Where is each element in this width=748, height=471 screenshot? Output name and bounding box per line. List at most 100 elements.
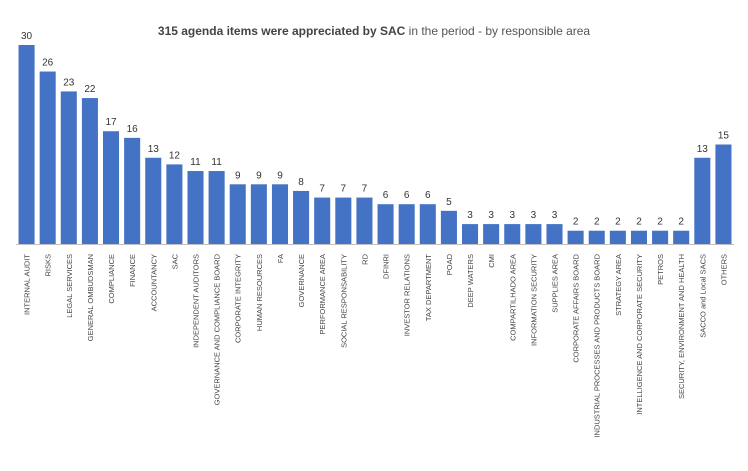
bar xyxy=(673,230,690,244)
chart-title-bold: 315 agenda items were appreciated by SAC xyxy=(157,24,406,38)
bar-value-label: 7 xyxy=(341,184,347,195)
bar xyxy=(60,91,77,245)
bar xyxy=(609,230,626,244)
category-label: POAD xyxy=(445,253,454,275)
bar-value-label: 22 xyxy=(84,84,96,95)
bar xyxy=(208,171,225,244)
category-labels-group: INTERNAL AUDIT RISKS LEGAL SERVICES GENERAL… xyxy=(23,253,729,437)
category-label: INDUSTRIAL PROCESSES AND PRODUCTS BOARD xyxy=(593,253,602,437)
bar-value-label: 2 xyxy=(636,217,642,228)
category-label: INVESTOR RELATIONS xyxy=(403,254,412,336)
bar-value-label: 13 xyxy=(148,144,160,155)
bar xyxy=(652,230,669,244)
bar xyxy=(588,230,605,244)
category-label: INTELLIGENCE AND CORPORATE SECURITY xyxy=(635,254,644,415)
bar xyxy=(715,144,732,244)
category-label: COMPLIANCE xyxy=(107,254,116,304)
category-label: PETROS xyxy=(656,254,665,285)
category-label: GOVERNANCE AND COMPLIANCE BOARD xyxy=(213,253,222,405)
category-label: TAX DEPARTMENT xyxy=(424,254,433,322)
bar xyxy=(483,224,500,244)
bar xyxy=(124,137,141,244)
bar-value-label: 9 xyxy=(235,170,241,181)
bar xyxy=(567,230,584,244)
bar-value-label: 6 xyxy=(425,190,431,201)
chart-title-rest: in the period - by responsible area xyxy=(405,24,591,38)
category-label: DFINRI xyxy=(382,254,391,279)
category-label: INTERNAL AUDIT xyxy=(23,254,32,315)
bar-value-label: 6 xyxy=(404,190,410,201)
category-label: GENERAL OMBUDSMAN xyxy=(86,254,95,341)
category-label: CMI xyxy=(487,254,496,268)
bar xyxy=(250,184,267,244)
bar xyxy=(398,204,415,244)
bar xyxy=(377,204,394,244)
bar-value-label: 17 xyxy=(105,117,117,128)
bar xyxy=(81,98,98,244)
category-label: INDEPENDENT AUDITORS xyxy=(192,254,201,348)
bar-value-label: 7 xyxy=(319,184,325,195)
category-label: SECURITY, ENVIRONMENT AND HEALTH xyxy=(677,254,686,399)
bar xyxy=(356,197,373,244)
bar-value-label: 15 xyxy=(718,131,730,142)
bar xyxy=(419,204,436,244)
bar-value-label: 3 xyxy=(531,210,537,221)
bar xyxy=(18,45,35,244)
bar xyxy=(694,157,711,244)
bar xyxy=(335,197,352,244)
bar xyxy=(504,224,521,244)
category-label: SAC xyxy=(170,253,179,269)
category-label: RD xyxy=(360,253,369,264)
bar xyxy=(229,184,246,244)
bar xyxy=(166,164,183,244)
category-label: LEGAL SERVICES xyxy=(65,254,74,318)
bar-value-label: 5 xyxy=(446,197,452,208)
category-label: SACCO and Local SACS xyxy=(698,254,707,338)
category-label: OTHERS xyxy=(719,254,728,285)
bar-value-label: 16 xyxy=(127,124,139,135)
bar-value-label: 3 xyxy=(552,210,558,221)
category-label: DEEP WATERS xyxy=(466,254,475,308)
bar-value-label: 3 xyxy=(467,210,473,221)
bar-value-label: 23 xyxy=(63,77,75,88)
category-label: COMPARTILHADO AREA xyxy=(508,254,517,341)
category-label: SOCIAL RESPONSABILITY xyxy=(339,254,348,348)
category-label: HUMAN RESOURCES xyxy=(255,254,264,331)
bar-value-label: 7 xyxy=(362,184,368,195)
category-label: SUPPLIES AREA xyxy=(551,254,560,313)
bar-value-label: 2 xyxy=(615,217,621,228)
bar-value-label: 9 xyxy=(256,170,262,181)
bar xyxy=(187,171,204,244)
bar-value-label: 3 xyxy=(509,210,515,221)
category-label: RISKS xyxy=(44,254,53,277)
category-label: STRATEGY AREA xyxy=(614,254,623,316)
bar-value-label: 11 xyxy=(211,157,222,168)
bar-value-label: 2 xyxy=(573,217,579,228)
chart-title: 315 agenda items were appreciated by SAC… xyxy=(0,24,748,38)
bar-value-label: 6 xyxy=(383,190,389,201)
bar xyxy=(546,224,563,244)
bar-value-label: 11 xyxy=(190,157,201,168)
category-label: PERFORMANCE AREA xyxy=(318,254,327,334)
bar-value-label: 13 xyxy=(697,144,709,155)
bar-value-label: 26 xyxy=(42,58,54,69)
category-label: FINANCE xyxy=(128,254,137,287)
bar-value-label: 8 xyxy=(298,177,304,188)
category-label: FA xyxy=(276,254,285,263)
bar xyxy=(525,224,542,244)
bar-value-label: 9 xyxy=(277,170,283,181)
bar-value-label: 12 xyxy=(169,150,181,161)
bar xyxy=(462,224,479,244)
bar xyxy=(314,197,331,244)
bar xyxy=(39,71,56,244)
bar-value-label: 2 xyxy=(678,217,684,228)
category-label: ACCOUNTANCY xyxy=(149,254,158,311)
bar-value-label: 2 xyxy=(657,217,663,228)
bar-value-label: 2 xyxy=(594,217,600,228)
category-label: INFORMATION SECURITY xyxy=(529,254,538,346)
bar xyxy=(103,131,120,244)
bar-value-label: 30 xyxy=(21,31,33,42)
bars-group xyxy=(18,45,732,245)
